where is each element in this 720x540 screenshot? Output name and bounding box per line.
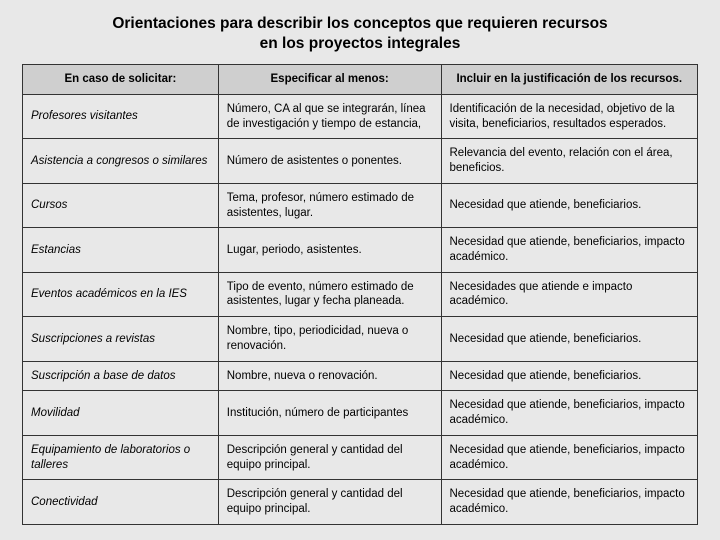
cell-specify: Tipo de evento, número estimado de asist… — [218, 272, 441, 316]
cell-justify: Relevancia del evento, relación con el á… — [441, 139, 698, 183]
cell-justify: Necesidades que atiende e impacto académ… — [441, 272, 698, 316]
table-row: Equipamiento de laboratorios o talleres … — [23, 435, 698, 479]
title-line-2: en los proyectos integrales — [260, 35, 461, 52]
cell-justify: Necesidad que atiende, beneficiarios, im… — [441, 391, 698, 435]
table-row: Estancias Lugar, periodo, asistentes. Ne… — [23, 228, 698, 272]
cell-justify: Identificación de la necesidad, objetivo… — [441, 95, 698, 139]
table-row: Eventos académicos en la IES Tipo de eve… — [23, 272, 698, 316]
guidelines-table: En caso de solicitar: Especificar al men… — [22, 64, 698, 524]
col-header-justify: Incluir en la justificación de los recur… — [441, 65, 698, 95]
cell-request: Asistencia a congresos o similares — [23, 139, 219, 183]
table-header-row: En caso de solicitar: Especificar al men… — [23, 65, 698, 95]
table-row: Profesores visitantes Número, CA al que … — [23, 95, 698, 139]
col-header-request: En caso de solicitar: — [23, 65, 219, 95]
cell-justify: Necesidad que atiende, beneficiarios. — [441, 317, 698, 361]
table-row: Cursos Tema, profesor, número estimado d… — [23, 183, 698, 227]
table-row: Suscripciones a revistas Nombre, tipo, p… — [23, 317, 698, 361]
cell-justify: Necesidad que atiende, beneficiarios. — [441, 361, 698, 391]
cell-specify: Tema, profesor, número estimado de asist… — [218, 183, 441, 227]
cell-request: Movilidad — [23, 391, 219, 435]
cell-specify: Número, CA al que se integrarán, línea d… — [218, 95, 441, 139]
page: Orientaciones para describir los concept… — [0, 0, 720, 540]
cell-request: Eventos académicos en la IES — [23, 272, 219, 316]
page-title: Orientaciones para describir los concept… — [22, 14, 698, 54]
cell-specify: Descripción general y cantidad del equip… — [218, 435, 441, 479]
cell-specify: Descripción general y cantidad del equip… — [218, 480, 441, 524]
cell-specify: Nombre, nueva o renovación. — [218, 361, 441, 391]
table-row: Asistencia a congresos o similares Númer… — [23, 139, 698, 183]
cell-specify: Institución, número de participantes — [218, 391, 441, 435]
cell-justify: Necesidad que atiende, beneficiarios, im… — [441, 228, 698, 272]
cell-request: Cursos — [23, 183, 219, 227]
cell-specify: Nombre, tipo, periodicidad, nueva o reno… — [218, 317, 441, 361]
title-line-1: Orientaciones para describir los concept… — [112, 15, 607, 32]
cell-specify: Número de asistentes o ponentes. — [218, 139, 441, 183]
cell-justify: Necesidad que atiende, beneficiarios, im… — [441, 480, 698, 524]
cell-request: Equipamiento de laboratorios o talleres — [23, 435, 219, 479]
cell-justify: Necesidad que atiende, beneficiarios, im… — [441, 435, 698, 479]
table-row: Suscripción a base de datos Nombre, nuev… — [23, 361, 698, 391]
table-row: Movilidad Institución, número de partici… — [23, 391, 698, 435]
cell-specify: Lugar, periodo, asistentes. — [218, 228, 441, 272]
table-row: Conectividad Descripción general y canti… — [23, 480, 698, 524]
cell-justify: Necesidad que atiende, beneficiarios. — [441, 183, 698, 227]
cell-request: Suscripción a base de datos — [23, 361, 219, 391]
cell-request: Profesores visitantes — [23, 95, 219, 139]
cell-request: Suscripciones a revistas — [23, 317, 219, 361]
cell-request: Conectividad — [23, 480, 219, 524]
col-header-specify: Especificar al menos: — [218, 65, 441, 95]
cell-request: Estancias — [23, 228, 219, 272]
